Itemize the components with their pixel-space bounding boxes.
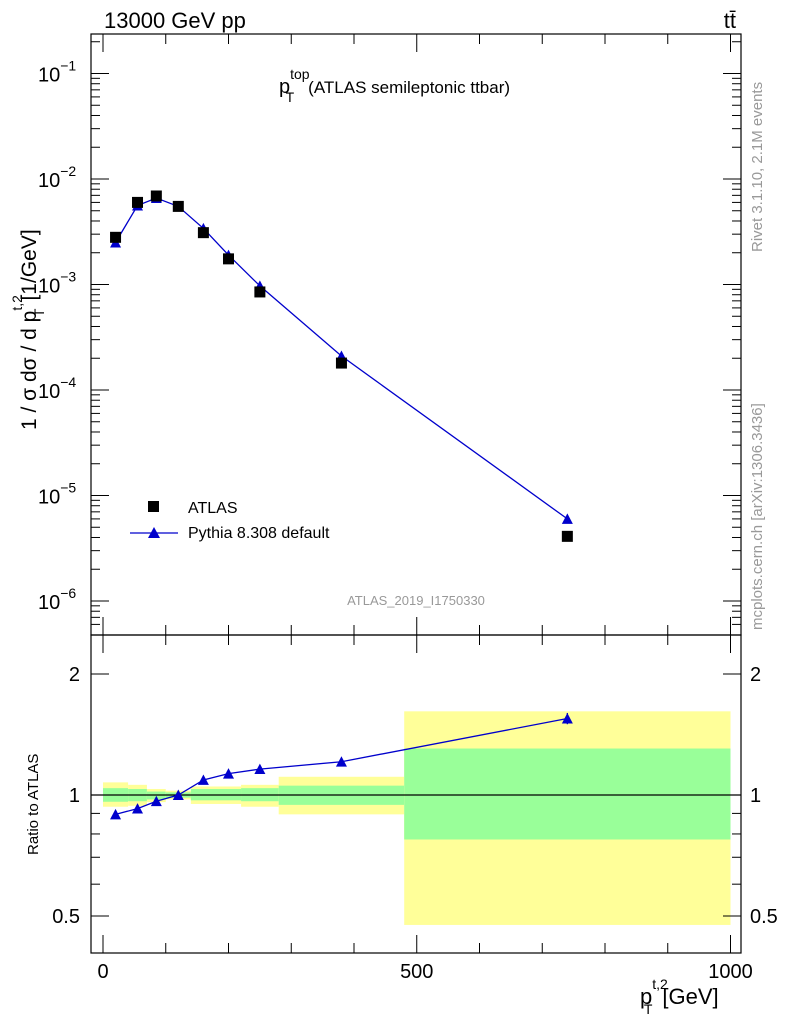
ratio-y-axis-ticks: 0.5 0.5 1 1 2 2 <box>52 664 778 928</box>
ratio-y-tick-label: 0.5 <box>52 906 80 928</box>
atlas-point <box>561 530 573 542</box>
ratio-pythia-point <box>254 763 266 775</box>
rivet-version-label: Rivet 3.1.10, 2.1M events <box>749 82 766 252</box>
ratio-y-tick-label: 2 <box>69 664 80 686</box>
ratio-pythia-point <box>197 774 209 785</box>
x-tick-label: 0 <box>97 961 108 983</box>
x-tick-label: 500 <box>400 961 433 983</box>
ratio-inner-band <box>404 748 731 840</box>
ratio-y-tick-label: 1 <box>69 785 80 807</box>
plot-title-sup: top <box>290 66 310 82</box>
pythia-point <box>561 513 573 524</box>
ratio-pythia-point <box>150 795 162 807</box>
atlas-point <box>197 227 209 239</box>
ratio-pythia-point <box>172 789 184 800</box>
ratio-y-tick-label-right: 1 <box>750 785 761 807</box>
atlas-point <box>172 200 184 212</box>
main-y-tick-label: 10−5 <box>38 480 76 509</box>
x-tick-label: 1000 <box>708 961 753 983</box>
mcplots-reference-label: mcplots.cern.ch [arXiv:1306.3436] <box>749 403 766 630</box>
plot-title-sub: T <box>286 89 295 105</box>
ratio-pythia-point <box>132 803 144 814</box>
ratio-pythia-point <box>561 712 573 724</box>
header-energy-label: 13000 GeV pp <box>104 8 246 33</box>
atlas-point <box>223 253 234 265</box>
atlas-point <box>335 357 347 369</box>
main-y-tick-label: 10−6 <box>38 585 76 614</box>
main-y-tick-label: 10−1 <box>38 58 76 87</box>
ratio-mc-series <box>110 712 573 820</box>
main-y-tick-label: 10−3 <box>38 269 76 298</box>
ratio-pythia-point <box>223 768 234 779</box>
main-y-axis-ticks: 10−6 10−5 10−4 10−3 10−2 10−1 <box>38 41 741 625</box>
main-y-axis-label: 1 / σ dσ / d pt,2T[1/GeV] <box>9 229 47 430</box>
main-x-axis-ticks <box>102 34 731 635</box>
legend-atlas-label: ATLAS <box>188 500 238 517</box>
plot-title-rest: (ATLAS semileptonic ttbar) <box>308 78 510 97</box>
legend: ATLAS Pythia 8.308 default <box>130 500 330 542</box>
legend-atlas-marker <box>148 501 159 512</box>
main-plot-frame <box>90 33 742 636</box>
atlas-point <box>132 196 144 208</box>
main-y-tick-label: 10−2 <box>38 163 76 192</box>
analysis-id-watermark: ATLAS_2019_I1750330 <box>347 593 485 608</box>
x-axis-label: pt,2 T [GeV] <box>640 976 719 1017</box>
ratio-error-bands <box>103 711 731 925</box>
legend-pythia-marker <box>148 527 160 538</box>
ratio-y-tick-label-right: 2 <box>750 664 761 686</box>
ratio-y-tick-label-right: 0.5 <box>750 906 778 928</box>
atlas-point <box>110 231 122 243</box>
legend-pythia-label: Pythia 8.308 default <box>188 525 330 542</box>
ratio-pythia-point <box>335 756 347 767</box>
ratio-plot-frame <box>90 634 742 954</box>
header-process-label: tt̄ <box>724 8 736 33</box>
plot-title: ptop T (ATLAS semileptonic ttbar) <box>279 66 510 105</box>
ratio-x-axis-ticks: 0 500 1000 <box>97 635 753 983</box>
atlas-point <box>254 286 266 298</box>
main-y-tick-label: 10−4 <box>38 374 76 403</box>
atlas-point <box>150 190 162 202</box>
main-data-series <box>110 190 573 542</box>
ratio-y-axis-label: Ratio to ATLAS <box>25 754 42 855</box>
ratio-pythia-point <box>110 808 122 820</box>
